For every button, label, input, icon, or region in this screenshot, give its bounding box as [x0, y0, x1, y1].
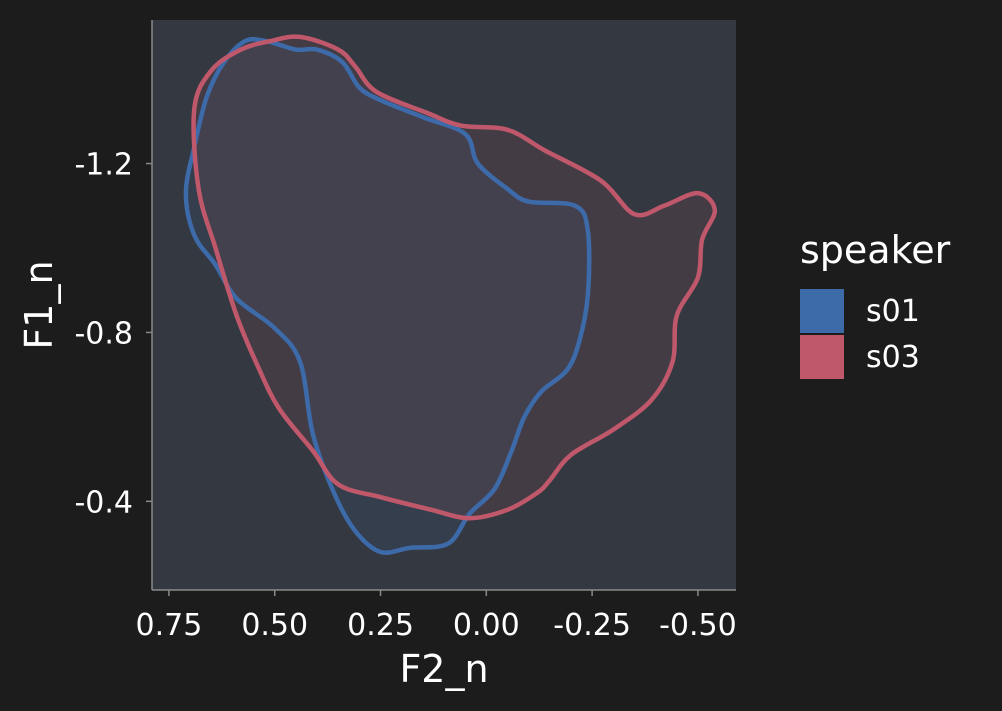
x-tick-label: 0.75: [136, 608, 203, 643]
y-axis-ticks: -1.2 -0.8 -0.4: [74, 148, 152, 520]
plot-panel: [152, 20, 736, 590]
x-tick-label: 0.25: [347, 608, 414, 643]
x-tick-label: -0.50: [659, 608, 737, 643]
legend-swatch-s03: [800, 335, 844, 379]
y-tick-label: -0.4: [74, 485, 133, 520]
x-tick-label: 0.50: [241, 608, 308, 643]
density-contours: [183, 34, 718, 555]
contour-line-s03: [191, 34, 718, 521]
legend-title: speaker: [800, 228, 951, 272]
contour-line-s01: [183, 36, 592, 555]
legend: speaker s01 s03: [800, 228, 950, 380]
legend-swatch-s01: [800, 289, 844, 333]
x-tick-label: -0.25: [553, 608, 631, 643]
legend-label-s03: s03: [866, 339, 920, 375]
legend-item-s01: s01: [800, 288, 950, 334]
legend-item-s03: s03: [800, 334, 950, 380]
legend-label-s01: s01: [866, 293, 920, 329]
y-tick-label: -0.8: [74, 316, 133, 351]
y-axis-title: F1_n: [17, 260, 61, 349]
x-axis-title: F2_n: [399, 647, 488, 691]
y-tick-label: -1.2: [74, 148, 133, 183]
contour-fill-s01: [185, 39, 590, 553]
x-axis-ticks: 0.75 0.50 0.25 0.00 -0.25 -0.50: [136, 590, 737, 643]
contour-fill-s03: [193, 36, 715, 519]
x-tick-label: 0.00: [453, 608, 520, 643]
